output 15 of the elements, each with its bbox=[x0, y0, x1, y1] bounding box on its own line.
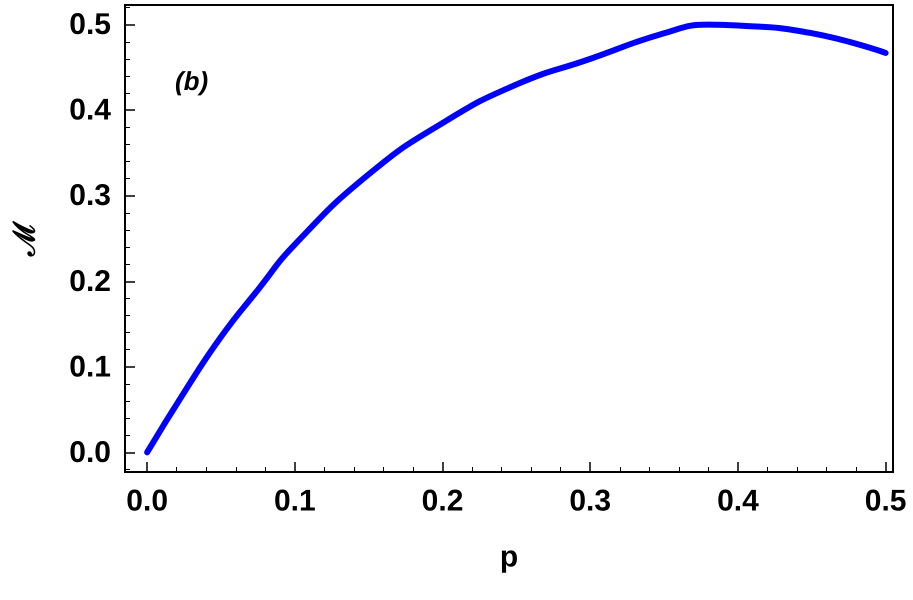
y-axis-title: ℳ bbox=[8, 220, 42, 257]
x-tick-label: 0.5 bbox=[864, 484, 906, 518]
annotation: (b) bbox=[175, 66, 208, 96]
y-tick-label: 0.5 bbox=[69, 8, 111, 42]
x-axis-title: p bbox=[500, 540, 518, 574]
y-tick-label: 0.1 bbox=[69, 350, 111, 384]
y-tick-label: 0.3 bbox=[69, 179, 111, 212]
x-tick-label: 0.1 bbox=[274, 484, 316, 518]
x-tick-label: 0.2 bbox=[422, 484, 464, 518]
y-tick-label: 0.4 bbox=[69, 94, 112, 127]
y-tick-label: 0.0 bbox=[69, 436, 111, 469]
x-tick-label: 0.0 bbox=[126, 484, 168, 518]
x-tick-label: 0.4 bbox=[717, 484, 760, 518]
x-tick-label: 0.3 bbox=[569, 484, 612, 518]
y-tick-label: 0.2 bbox=[69, 264, 111, 298]
